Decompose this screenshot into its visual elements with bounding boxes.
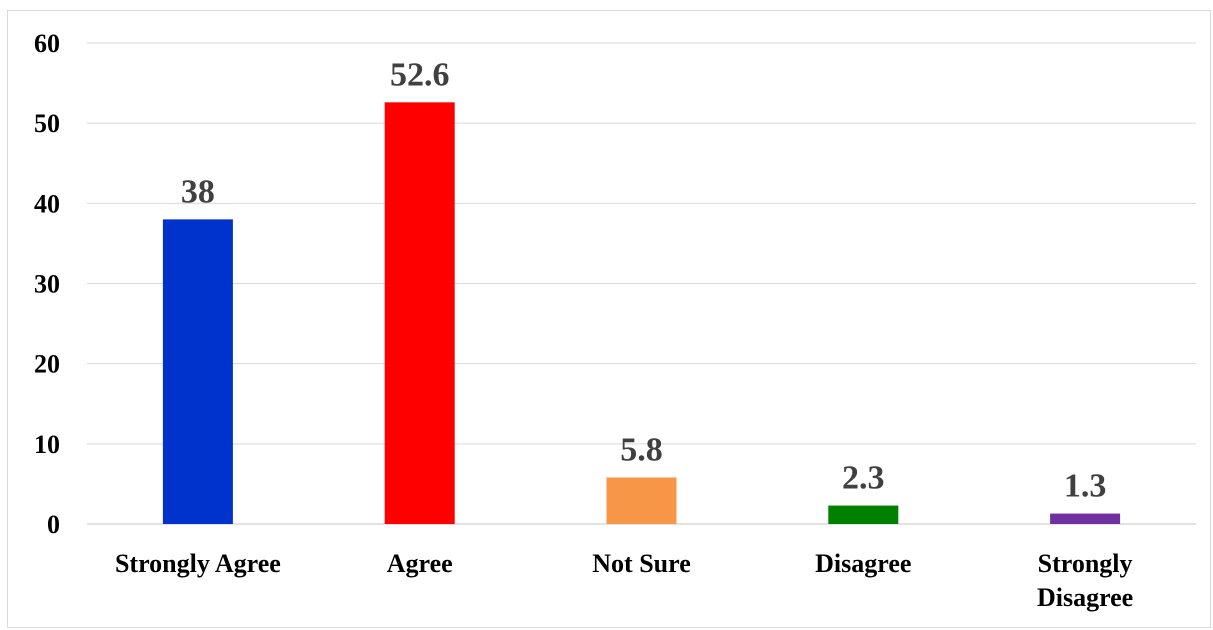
y-tick-label: 10 [34,430,60,459]
data-label: 52.6 [390,56,450,93]
category-label-line: Strongly Agree [115,549,281,578]
category-label-line: Disagree [815,549,911,578]
data-label: 2.3 [842,460,885,497]
bar [162,219,233,524]
category-label: Strongly Disagree [1037,549,1133,612]
data-label: 5.8 [620,432,663,469]
y-tick-label: 20 [34,350,60,379]
x-axis: Strongly Agree Agree Not Sure Disagree Stron… [115,549,1133,612]
data-label: 1.3 [1064,468,1107,505]
category-label: Strongly Agree [115,549,281,578]
y-tick-label: 50 [34,109,60,138]
category-label: Not Sure [592,549,690,578]
y-axis: 0 10 20 30 40 50 60 [34,29,60,539]
bars [162,102,1121,524]
category-label-line: Not Sure [592,549,690,578]
bar [384,102,455,524]
y-tick-label: 0 [47,510,60,539]
category-label: Agree [387,549,453,578]
y-tick-label: 30 [34,270,60,299]
gridlines [87,42,1196,525]
data-label: 38 [181,173,215,210]
category-label-line: Disagree [1037,583,1133,612]
bar [606,477,677,524]
category-label-line: Agree [387,549,453,578]
y-tick-label: 40 [34,189,60,218]
category-label: Disagree [815,549,911,578]
category-label-line: Strongly [1038,549,1133,578]
y-tick-label: 60 [34,29,60,58]
bar [828,505,899,524]
data-labels: 38 52.6 5.8 2.3 1.3 [181,56,1106,504]
bar [1050,513,1121,524]
